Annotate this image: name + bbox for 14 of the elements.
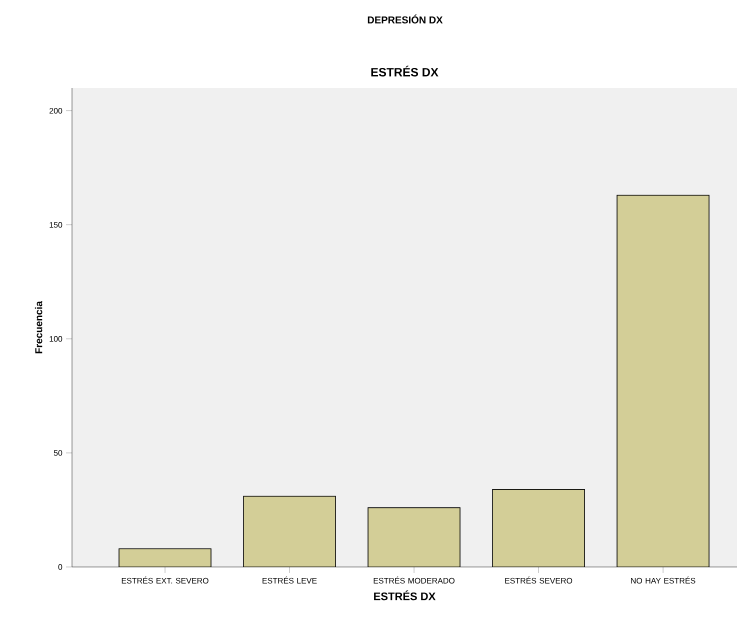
x-tick-label: ESTRÉS LEVE	[262, 576, 317, 584]
x-tick-label: NO HAY ESTRÉS	[631, 576, 696, 584]
y-tick-label: 50	[54, 450, 62, 456]
x-tick-label: ESTRÉS EXT. SEVERO	[122, 576, 208, 584]
x-tick-label: ESTRÉS MODERADO	[374, 576, 455, 584]
x-tick-label: ESTRÉS SEVERO	[505, 576, 572, 584]
y-tick-label: 0	[58, 564, 62, 570]
y-tick-label: 150	[50, 222, 62, 228]
chart-title: DEPRESIÓN DX	[368, 14, 443, 24]
chart-subtitle: ESTRÉS DX	[371, 66, 438, 76]
y-axis-title: Frecuencia	[34, 301, 42, 354]
x-axis-title: ESTRÉS DX	[374, 590, 436, 600]
y-tick-label: 100	[50, 336, 62, 342]
y-tick-label: 200	[50, 108, 62, 114]
